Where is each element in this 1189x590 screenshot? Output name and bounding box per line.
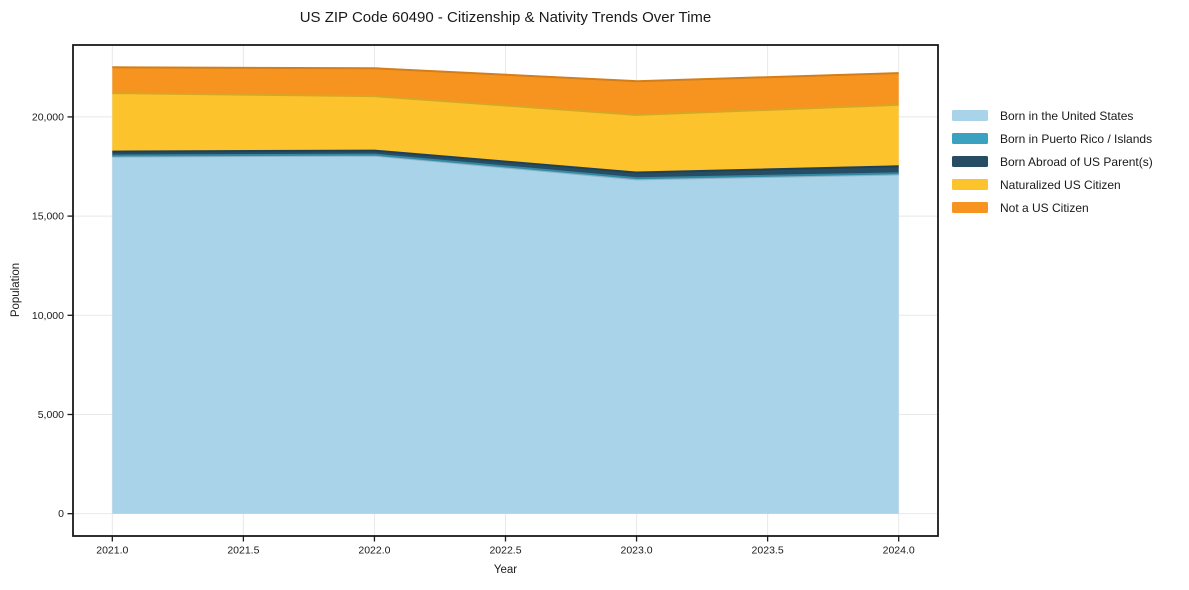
y-axis-label: Population bbox=[10, 262, 22, 318]
legend-label: Born in the United States bbox=[1000, 108, 1134, 123]
y-tick-label: 15,000 bbox=[32, 211, 64, 223]
legend-swatch-icon bbox=[952, 110, 988, 121]
legend-swatch-icon bbox=[952, 156, 988, 167]
x-tick-label: 2022.0 bbox=[358, 545, 390, 557]
area-series-0 bbox=[112, 155, 899, 514]
legend-label: Born in Puerto Rico / Islands bbox=[1000, 131, 1153, 146]
legend-item: Born Abroad of US Parent(s) bbox=[952, 150, 1153, 173]
legend-label: Naturalized US Citizen bbox=[1000, 177, 1121, 192]
legend-label: Not a US Citizen bbox=[1000, 200, 1089, 215]
x-tick-label: 2024.0 bbox=[883, 545, 915, 557]
area-edges bbox=[112, 66, 899, 181]
x-axis: 2021.0 2021.5 2022.0 2022.5 2023.0 2023.5 2024… bbox=[96, 536, 915, 557]
y-tick-label: 5,000 bbox=[38, 409, 64, 421]
legend-label: Born Abroad of US Parent(s) bbox=[1000, 154, 1153, 169]
legend: Born in the United States Born in Puerto … bbox=[952, 104, 1153, 219]
y-tick-label: 10,000 bbox=[32, 310, 64, 322]
x-tick-label: 2021.5 bbox=[227, 545, 259, 557]
x-tick-label: 2023.5 bbox=[752, 545, 784, 557]
legend-item: Not a US Citizen bbox=[952, 196, 1153, 219]
y-tick-label: 0 bbox=[58, 508, 64, 520]
x-tick-label: 2022.5 bbox=[489, 545, 521, 557]
chart-title: US ZIP Code 60490 - Citizenship & Nativi… bbox=[299, 9, 712, 26]
y-axis: 0 5,000 10,000 15,000 20,000 bbox=[32, 111, 73, 520]
legend-item: Born in Puerto Rico / Islands bbox=[952, 127, 1153, 150]
x-tick-label: 2023.0 bbox=[620, 545, 652, 557]
legend-swatch-icon bbox=[952, 202, 988, 213]
legend-item: Naturalized US Citizen bbox=[952, 173, 1153, 196]
legend-item: Born in the United States bbox=[952, 104, 1153, 127]
x-tick-label: 2021.0 bbox=[96, 545, 128, 557]
x-axis-label: Year bbox=[493, 564, 518, 576]
y-tick-label: 20,000 bbox=[32, 111, 64, 123]
legend-swatch-icon bbox=[952, 133, 988, 144]
legend-swatch-icon bbox=[952, 179, 988, 190]
stacked-areas bbox=[112, 67, 899, 514]
